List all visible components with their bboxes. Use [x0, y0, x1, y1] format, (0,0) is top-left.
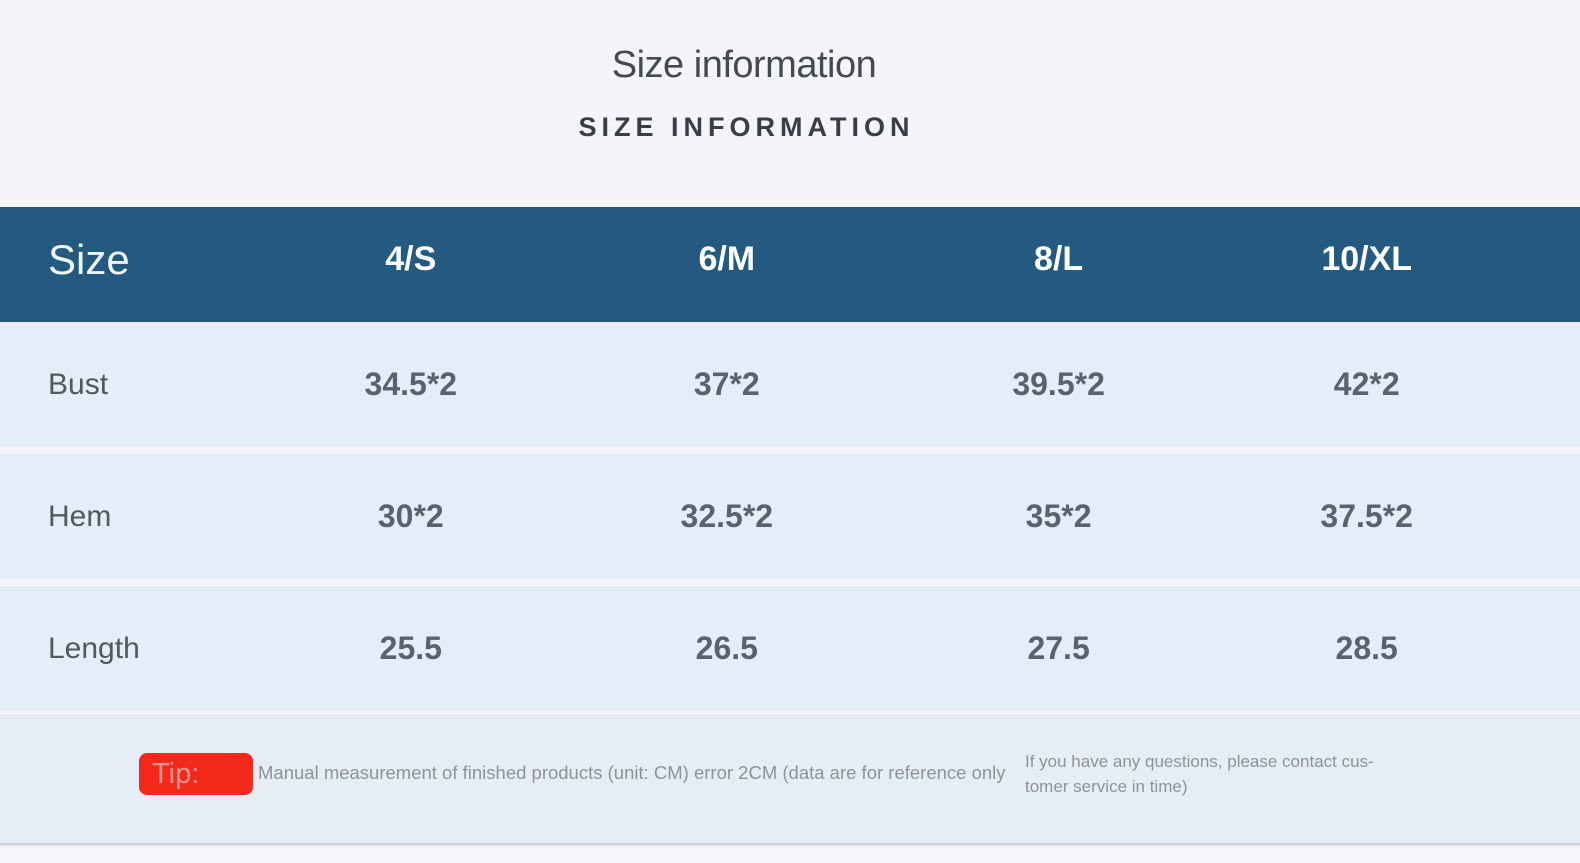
table-row-length: Length 25.5 26.5 27.5 28.5: [0, 586, 1580, 711]
header-cell-size: Size: [48, 235, 130, 283]
cell-value: 27.5: [1027, 630, 1090, 666]
cell-value: 25.5: [379, 630, 442, 666]
row-label: Length: [48, 631, 140, 665]
cell-value: 42*2: [1333, 366, 1400, 402]
table-header-row: Size 4/S 6/M 8/L 10/XL: [0, 207, 1580, 322]
cell-value: 32.5*2: [680, 498, 774, 534]
bottom-divider: [0, 843, 1580, 846]
table-row-hem: Hem 30*2 32.5*2 35*2 37.5*2: [0, 454, 1580, 579]
row-label: Bust: [48, 367, 109, 401]
tip-badge: Tip:: [139, 753, 253, 795]
header-cell-6m: 6/M: [698, 240, 756, 278]
contact-note: If you have any questions, please contac…: [1025, 749, 1395, 799]
size-table: Size 4/S 6/M 8/L 10/XL Bust 34.5*2 37*2 …: [0, 207, 1580, 718]
cell-value: 37*2: [693, 366, 760, 402]
header-cell-4s: 4/S: [385, 240, 437, 278]
cell-value: 34.5*2: [364, 366, 458, 402]
page-subtitle: SIZE INFORMATION: [578, 112, 915, 142]
page-title: Size information: [611, 44, 877, 86]
cell-value: 26.5: [695, 630, 758, 666]
tip-note: Manual measurement of finished products …: [258, 762, 1006, 783]
bottom-strip: [0, 846, 1580, 863]
cell-value: 39.5*2: [1012, 366, 1105, 402]
cell-value: 30*2: [377, 498, 444, 534]
cell-value: 37.5*2: [1320, 498, 1413, 534]
tip-row: Tip: Manual measurement of finished prod…: [0, 714, 1580, 843]
contact-note-line2: tomer service in time): [1025, 777, 1188, 796]
table-row-bust: Bust 34.5*2 37*2 39.5*2 42*2: [0, 322, 1580, 447]
cell-value: 28.5: [1335, 630, 1398, 666]
header-cell-8l: 8/L: [1034, 240, 1084, 278]
header-cell-10xl: 10/XL: [1321, 240, 1413, 278]
cell-value: 35*2: [1025, 498, 1092, 534]
row-label: Hem: [48, 499, 112, 533]
contact-note-line1: If you have any questions, please contac…: [1025, 752, 1374, 771]
